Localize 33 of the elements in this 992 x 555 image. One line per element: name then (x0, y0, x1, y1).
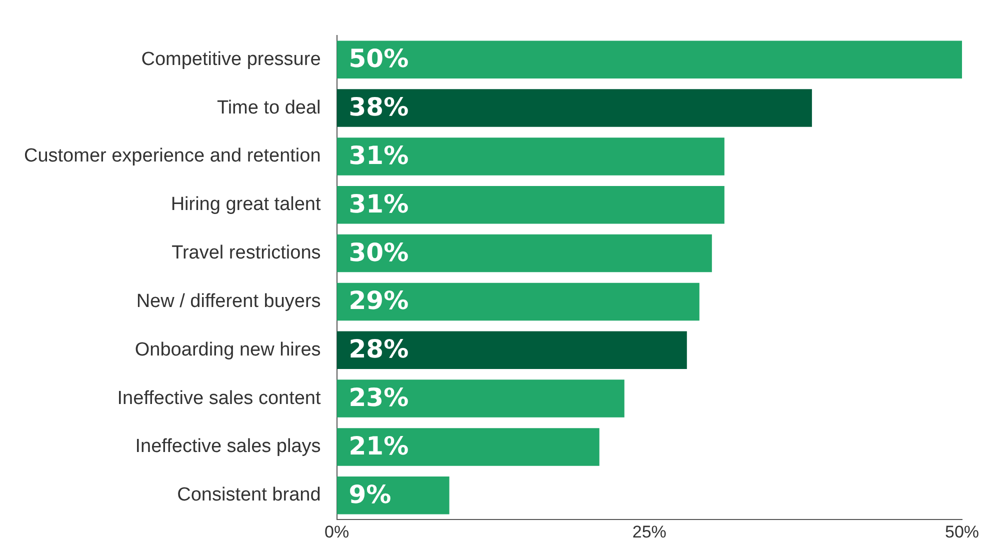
data-label: 21% (348, 431, 409, 460)
data-label: 50% (348, 44, 409, 74)
bar (336, 234, 712, 272)
y-tick-label: Ineffective sales content (117, 388, 322, 409)
bar (336, 40, 962, 78)
y-tick-label: Onboarding new hires (134, 339, 321, 360)
y-tick-label: Competitive pressure (141, 48, 321, 70)
bar (336, 282, 700, 321)
x-tick-label: 50% (944, 522, 980, 542)
data-label: 31% (348, 189, 409, 218)
bar (336, 428, 600, 466)
data-label: 29% (348, 286, 409, 316)
y-tick-label: Hiring great talent (170, 194, 322, 216)
bar (336, 331, 687, 370)
y-tick-label: New / different buyers (136, 290, 321, 312)
data-label: 23% (348, 383, 409, 412)
y-tick-label: Travel restrictions (172, 242, 321, 264)
bar (336, 186, 724, 224)
x-tick-label: 25% (632, 522, 666, 542)
bar (336, 476, 450, 514)
y-tick-label: Ineffective sales plays (135, 436, 321, 458)
x-tick-label: 0% (324, 522, 350, 542)
data-label: 38% (348, 92, 409, 122)
data-label: 9% (348, 480, 392, 509)
data-label: 30% (348, 238, 409, 267)
data-label: 31% (348, 140, 409, 170)
bar (336, 380, 624, 418)
y-tick-label: Consistent brand (177, 484, 321, 506)
y-tick-label: Time to deal (216, 97, 321, 118)
y-tick-label: Customer experience and retention (24, 146, 321, 167)
data-label: 28% (348, 334, 409, 364)
bar (336, 138, 724, 176)
bar (336, 89, 812, 127)
